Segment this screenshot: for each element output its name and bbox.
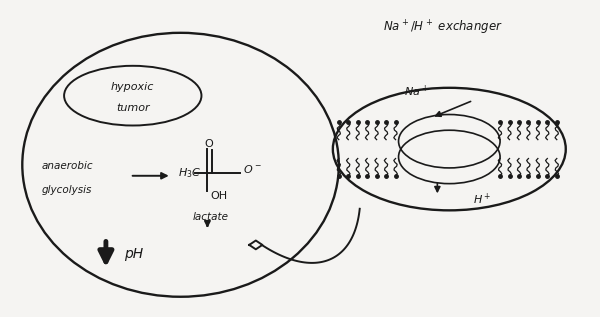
Text: hypoxic: hypoxic: [111, 82, 154, 92]
Text: $O^-$: $O^-$: [243, 164, 262, 176]
Text: glycolysis: glycolysis: [42, 185, 92, 195]
Text: pH: pH: [124, 247, 143, 261]
Text: anaerobic: anaerobic: [42, 161, 94, 171]
Text: $Na^+/H^+$ exchanger: $Na^+/H^+$ exchanger: [383, 19, 503, 37]
Text: tumor: tumor: [116, 103, 149, 113]
Text: $H_3C$: $H_3C$: [178, 166, 201, 179]
Text: OH: OH: [211, 191, 227, 201]
Text: lactate: lactate: [193, 212, 229, 222]
Text: $H^+$: $H^+$: [473, 192, 491, 207]
Text: O: O: [204, 139, 213, 149]
Text: $Na^+$: $Na^+$: [404, 83, 429, 99]
